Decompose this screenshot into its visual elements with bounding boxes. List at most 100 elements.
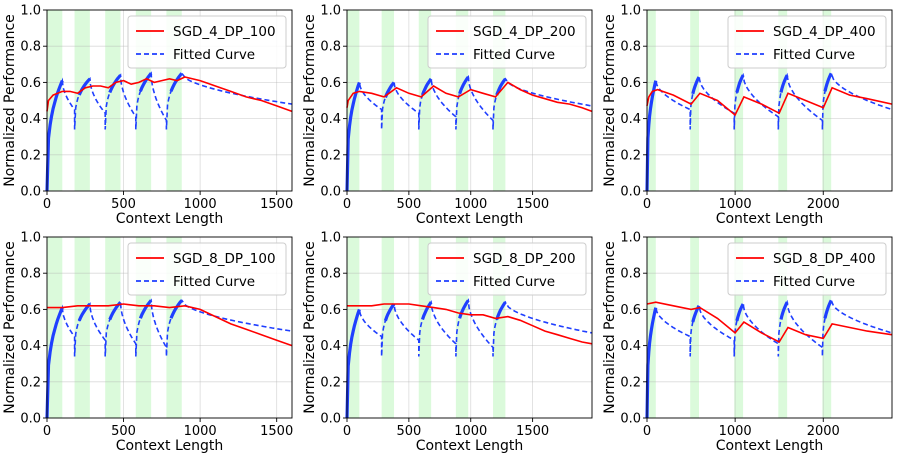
y-tick-label: 0.8 <box>20 267 41 282</box>
y-tick-label: 0.2 <box>620 375 641 390</box>
fitted-curve-dense-segment <box>383 303 396 322</box>
y-tick-label: 0.6 <box>20 76 41 91</box>
x-tick-label: 1000 <box>719 197 752 212</box>
chart-panel-4: 0.0 0.2 0.4 0.6 0.8 1.0 0 500 1000 1500 Context Le… <box>2 231 293 455</box>
x-tick-label: 2000 <box>807 424 840 439</box>
y-tick-label: 0.4 <box>620 339 641 354</box>
x-tick-label: 500 <box>111 197 136 212</box>
x-tick-label: 2000 <box>807 197 840 212</box>
y-tick-label: 0.8 <box>620 267 641 282</box>
fitted-curve-line <box>346 298 593 419</box>
legend-label-fitted: Fitted Curve <box>173 47 255 63</box>
fitted-curve-dense-segment <box>823 72 833 92</box>
legend-label-fitted: Fitted Curve <box>473 47 555 63</box>
x-tick-label: 0 <box>643 197 651 212</box>
legend-label-fitted: Fitted Curve <box>773 47 855 63</box>
legend-box <box>127 242 287 296</box>
shaded-span <box>734 10 744 191</box>
y-tick-label: 0.2 <box>620 148 641 163</box>
legend-label-fitted: Fitted Curve <box>773 274 855 290</box>
x-tick-label: 1000 <box>454 197 487 212</box>
legend-label-measured: SGD_8_DP_400 <box>773 251 876 267</box>
fitted-curve-dense-segment <box>691 76 701 95</box>
fitted-curve-dense-segment <box>345 81 361 192</box>
legend-box <box>427 15 587 69</box>
shaded-span <box>105 10 121 191</box>
x-tick-label: 0 <box>43 197 51 212</box>
x-tick-label: 1000 <box>719 424 752 439</box>
y-tick-label: 0.0 <box>20 412 41 427</box>
y-tick-label: 0.0 <box>320 185 341 200</box>
fitted-curve-dense-segment <box>345 308 361 419</box>
y-axis-label: Normalized Performance <box>602 241 618 414</box>
x-tick-label: 500 <box>396 197 421 212</box>
legend-box <box>127 15 287 69</box>
x-axis-label: Context Length <box>716 438 824 454</box>
x-tick-label: 1000 <box>454 424 487 439</box>
measured-series-line <box>347 303 593 345</box>
plot-frame <box>646 236 893 419</box>
fitted-curve-dense-segment <box>779 301 789 320</box>
fitted-curve-dense-segment <box>138 72 153 92</box>
y-tick-label: 1.0 <box>320 231 341 246</box>
y-tick-label: 0.6 <box>620 303 641 318</box>
legend-box <box>427 242 587 296</box>
y-axis-label: Normalized Performance <box>302 14 318 187</box>
fitted-curve-dense-segment <box>645 307 658 419</box>
shaded-span <box>105 237 121 418</box>
fitted-curve-dense-segment <box>138 299 153 319</box>
fitted-curve-line <box>646 71 893 192</box>
x-axis-label: Context Length <box>416 438 524 454</box>
y-tick-label: 1.0 <box>620 231 641 246</box>
chart-panel-1: 0.0 0.2 0.4 0.6 0.8 1.0 0 500 1000 1500 Context Le… <box>2 4 293 228</box>
fitted-curve-dense-segment <box>169 299 183 319</box>
fitted-curve-dense-segment <box>645 80 658 192</box>
shaded-span <box>822 237 832 418</box>
y-tick-label: 0.6 <box>620 76 641 91</box>
y-tick-label: 0.4 <box>320 112 341 127</box>
x-tick-label: 1500 <box>516 197 549 212</box>
y-axis-label: Normalized Performance <box>2 14 18 187</box>
y-tick-label: 1.0 <box>320 4 341 19</box>
legend-label-measured: SGD_4_DP_200 <box>473 24 576 40</box>
x-tick-label: 1500 <box>260 424 293 439</box>
plot-frame <box>646 9 893 192</box>
legend-label-measured: SGD_8_DP_200 <box>473 251 576 267</box>
plot-frame <box>346 236 593 419</box>
y-tick-label: 1.0 <box>20 4 41 19</box>
y-tick-label: 0.8 <box>320 40 341 55</box>
x-axis-label: Context Length <box>116 438 224 454</box>
y-tick-label: 0.4 <box>320 339 341 354</box>
y-tick-label: 0.2 <box>320 375 341 390</box>
y-axis-label: Normalized Performance <box>602 14 618 187</box>
legend-label-fitted: Fitted Curve <box>173 274 255 290</box>
y-tick-label: 1.0 <box>20 231 41 246</box>
shaded-span <box>381 237 395 418</box>
y-tick-label: 0.8 <box>620 40 641 55</box>
y-tick-label: 0.6 <box>320 76 341 91</box>
y-tick-label: 0.2 <box>20 375 41 390</box>
y-tick-label: 0.0 <box>320 412 341 427</box>
y-tick-label: 0.2 <box>320 148 341 163</box>
fitted-curve-dense-segment <box>45 79 64 192</box>
y-tick-label: 0.6 <box>320 303 341 318</box>
fitted-curve-dense-segment <box>779 74 789 93</box>
shaded-span <box>74 10 90 191</box>
fitted-curve-dense-segment <box>495 77 507 96</box>
fitted-curve-dense-segment <box>735 74 745 93</box>
plot-frame <box>46 236 293 419</box>
x-tick-label: 500 <box>396 424 421 439</box>
shaded-span <box>778 10 788 191</box>
measured-series-line <box>346 81 593 113</box>
fitted-curve-dense-segment <box>735 303 745 322</box>
y-tick-label: 0.8 <box>320 267 341 282</box>
x-tick-label: 500 <box>111 424 136 439</box>
y-axis-label: Normalized Performance <box>2 241 18 414</box>
y-tick-label: 0.6 <box>20 303 41 318</box>
shaded-span <box>690 237 699 418</box>
